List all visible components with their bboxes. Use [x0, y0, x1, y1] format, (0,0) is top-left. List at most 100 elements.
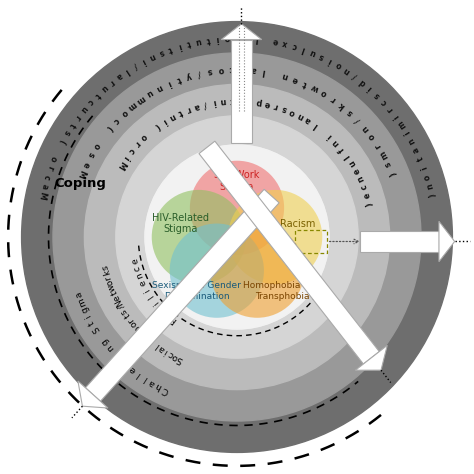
Circle shape [190, 161, 284, 255]
Text: p: p [136, 327, 146, 337]
Text: l: l [312, 120, 319, 129]
Text: t: t [109, 289, 119, 296]
Text: n: n [360, 123, 371, 133]
Text: c: c [111, 115, 121, 125]
Text: r: r [104, 274, 113, 281]
Text: e: e [238, 96, 244, 105]
Text: /: / [354, 116, 362, 124]
Text: n: n [234, 33, 240, 42]
Text: a: a [411, 146, 422, 154]
Circle shape [228, 190, 322, 284]
Polygon shape [231, 39, 252, 143]
Text: g: g [80, 304, 90, 313]
Text: n: n [148, 51, 157, 61]
Text: r: r [133, 139, 142, 148]
Text: m: m [396, 118, 408, 130]
Text: o: o [171, 351, 180, 362]
Text: /: / [197, 68, 202, 78]
Text: o: o [319, 88, 329, 99]
Text: (: ( [57, 137, 67, 145]
Text: r: r [126, 315, 136, 324]
Text: i: i [327, 56, 334, 65]
Text: ): ) [428, 193, 437, 198]
Text: s: s [383, 160, 394, 168]
Text: w: w [107, 283, 118, 292]
Text: t: t [206, 35, 210, 44]
Text: l: l [255, 34, 258, 43]
Text: s: s [157, 47, 165, 57]
Text: s: s [346, 108, 355, 118]
Text: u: u [99, 83, 109, 93]
Text: e: e [362, 191, 373, 200]
Text: t: t [87, 319, 97, 327]
Text: x: x [282, 38, 289, 48]
Text: ): ) [365, 201, 374, 207]
Text: n: n [356, 174, 366, 183]
Text: M: M [75, 169, 87, 179]
Text: l: l [123, 66, 130, 75]
Text: C: C [161, 384, 171, 395]
Text: e: e [272, 36, 279, 46]
Text: m: m [76, 296, 88, 308]
Polygon shape [439, 221, 455, 262]
Text: l: l [262, 66, 266, 75]
Text: e: e [352, 166, 362, 175]
Text: n: n [135, 271, 145, 280]
Text: o: o [48, 154, 59, 163]
Text: t: t [230, 96, 234, 105]
Text: u: u [140, 330, 150, 341]
Circle shape [152, 190, 246, 284]
Text: a: a [147, 377, 157, 388]
Text: S: S [175, 354, 184, 365]
Text: t: t [177, 108, 184, 118]
Text: t: t [67, 120, 77, 128]
Text: u: u [347, 158, 358, 168]
Text: s: s [62, 128, 72, 137]
Text: r: r [73, 112, 82, 121]
Text: s: s [144, 334, 154, 344]
Text: r: r [45, 164, 55, 171]
Text: n: n [330, 137, 341, 147]
Text: o: o [129, 319, 139, 329]
Text: i: i [166, 79, 172, 88]
Text: S: S [91, 324, 101, 334]
Text: (: ( [153, 121, 161, 130]
Text: i: i [212, 97, 216, 107]
Text: s: s [207, 66, 213, 76]
Text: l: l [154, 341, 161, 350]
Text: c: c [359, 183, 369, 191]
Text: o: o [91, 140, 101, 150]
Text: e: e [291, 74, 299, 84]
Text: /: / [351, 72, 359, 80]
Text: n: n [281, 71, 289, 81]
Text: s: s [85, 150, 95, 159]
Text: u: u [145, 88, 155, 99]
Text: e: e [138, 278, 148, 287]
Text: s: s [156, 304, 166, 313]
Text: d: d [358, 77, 368, 87]
Text: r: r [386, 105, 395, 113]
Text: e: e [130, 257, 140, 264]
Text: a: a [250, 65, 256, 74]
Text: u: u [79, 104, 89, 114]
Text: o: o [422, 173, 432, 181]
Circle shape [84, 84, 390, 390]
Text: N: N [113, 297, 125, 307]
Text: y: y [185, 71, 193, 81]
Text: i: i [177, 41, 182, 50]
Circle shape [210, 224, 304, 318]
Text: Coping: Coping [54, 177, 106, 190]
Text: Homophobia and
Transphobia: Homophobia and Transphobia [243, 281, 320, 301]
Text: Sex Work
Stigma: Sex Work Stigma [214, 170, 260, 191]
Polygon shape [360, 231, 439, 252]
Text: i: i [366, 84, 374, 92]
Text: R: R [167, 314, 178, 325]
Text: c: c [291, 41, 298, 51]
Text: i: i [216, 34, 219, 43]
Text: l: l [147, 293, 155, 300]
Polygon shape [199, 141, 379, 364]
Polygon shape [221, 24, 262, 39]
Text: i: i [84, 312, 93, 319]
Text: a: a [157, 343, 166, 354]
Text: p: p [132, 323, 143, 333]
